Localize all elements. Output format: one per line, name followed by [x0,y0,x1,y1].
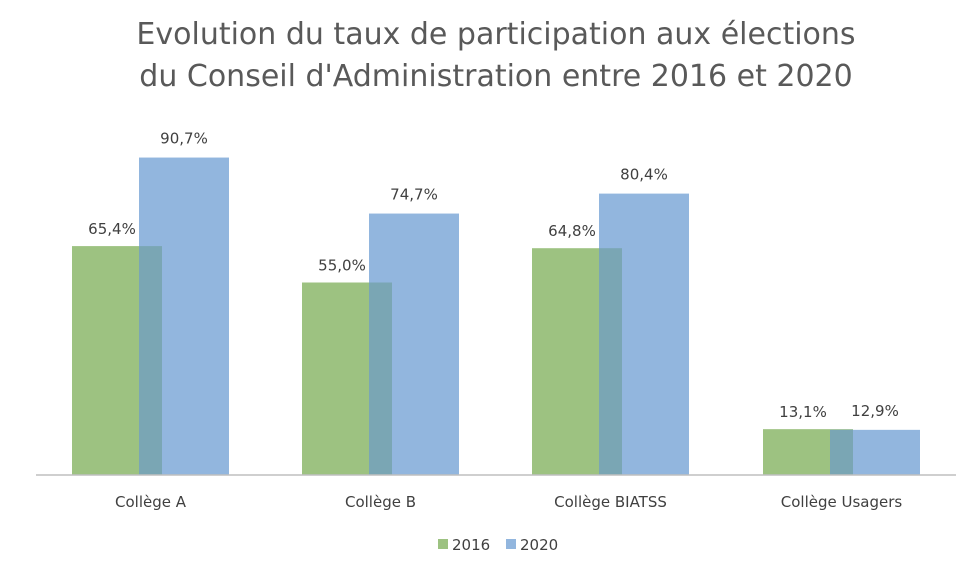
data-label-2020-3: 12,9% [851,402,899,420]
data-labels-layer: 65,4% 90,7% 55,0% 74,7% 64,8% 80,4% 13,1% 12,9% [88,130,899,422]
data-label-2016-3: 13,1% [779,403,827,421]
bar-overlap-2 [599,248,622,475]
bar-overlap-1 [369,282,392,475]
x-tick-label-1: Collège B [345,493,416,511]
x-tick-label-3: Collège Usagers [781,493,903,511]
bars-layer [72,157,920,476]
legend-swatch-2020 [506,539,516,549]
data-label-2016-0: 65,4% [88,220,136,238]
bar-overlap-0 [139,246,162,475]
bar-overlap-3 [830,429,853,475]
legend-swatch-2016 [438,539,448,549]
legend-label-2016: 2016 [452,536,490,554]
data-label-2020-1: 74,7% [390,186,438,204]
x-tick-label-2: Collège BIATSS [554,493,667,511]
chart-title-line-1: Evolution du taux de participation aux é… [136,17,855,52]
data-label-2020-0: 90,7% [160,130,208,148]
data-label-2016-1: 55,0% [318,257,366,275]
x-tick-label-0: Collège A [115,493,187,511]
data-label-2016-2: 64,8% [548,222,596,240]
legend: 2016 2020 [438,536,558,554]
legend-label-2020: 2020 [520,536,558,554]
x-tick-labels: Collège A Collège B Collège BIATSS Collège … [115,493,902,511]
data-label-2020-2: 80,4% [620,166,668,184]
chart-title-line-2: du Conseil d'Administration entre 2016 e… [139,59,852,94]
